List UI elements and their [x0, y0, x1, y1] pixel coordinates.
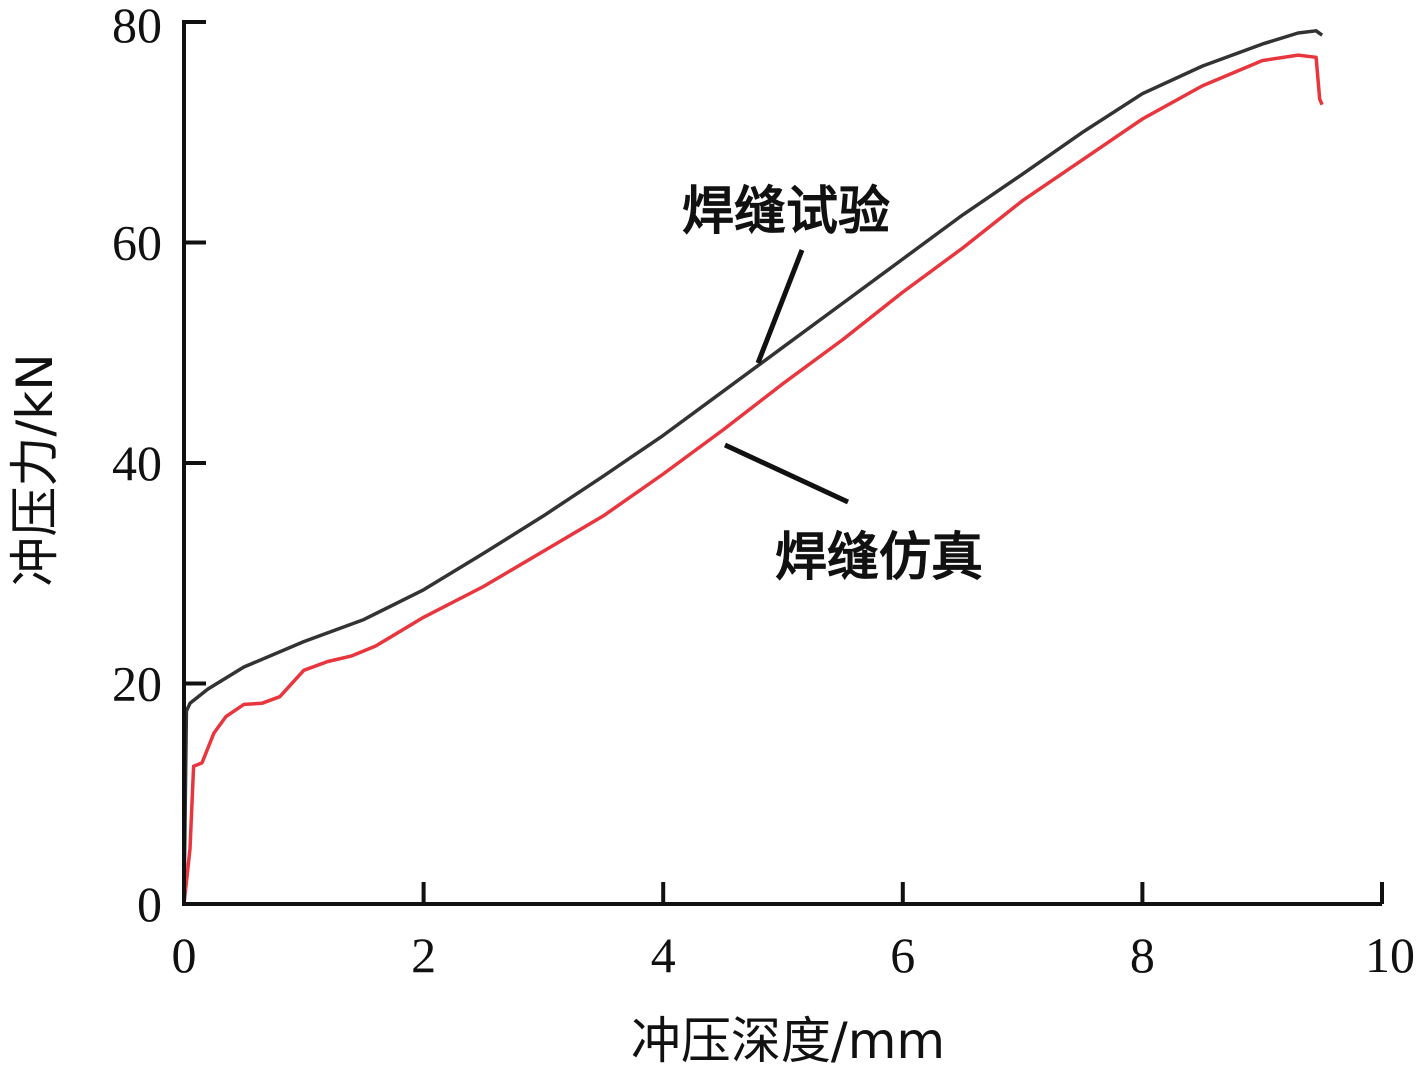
y-tick-label-1: 20	[112, 656, 162, 712]
annotation-label-experiment: 焊缝试验	[682, 182, 890, 242]
series-line-0	[182, 29, 1324, 905]
y-tick-label-2: 40	[112, 435, 162, 491]
series-line-1	[182, 53, 1324, 905]
y-tick-label-3: 60	[112, 215, 162, 271]
x-axis-title: 冲压深度/mm	[631, 1012, 945, 1069]
x-tick-label-0: 0	[172, 927, 197, 983]
y-tick-label-4: 80	[112, 0, 162, 53]
y-tick-label-0: 0	[137, 876, 162, 932]
annotation-label-simulation: 焊缝仿真	[775, 528, 983, 588]
x-tick-label-5: 10	[1365, 927, 1415, 983]
x-tick-label-1: 2	[411, 927, 436, 983]
annotation-leader-simulation	[723, 442, 850, 505]
x-tick-label-2: 4	[651, 927, 676, 983]
x-tick-label-4: 8	[1130, 927, 1155, 983]
axes-layer	[182, 20, 1382, 906]
annotation-leader-experiment	[755, 249, 805, 364]
series-layer	[182, 29, 1324, 905]
ticks-layer: 0 2 4 6 8 10 0 20 40 60 80	[112, 0, 1415, 983]
x-tick-label-3: 6	[890, 927, 915, 983]
y-axis-title: 冲压力/kN	[6, 353, 64, 586]
